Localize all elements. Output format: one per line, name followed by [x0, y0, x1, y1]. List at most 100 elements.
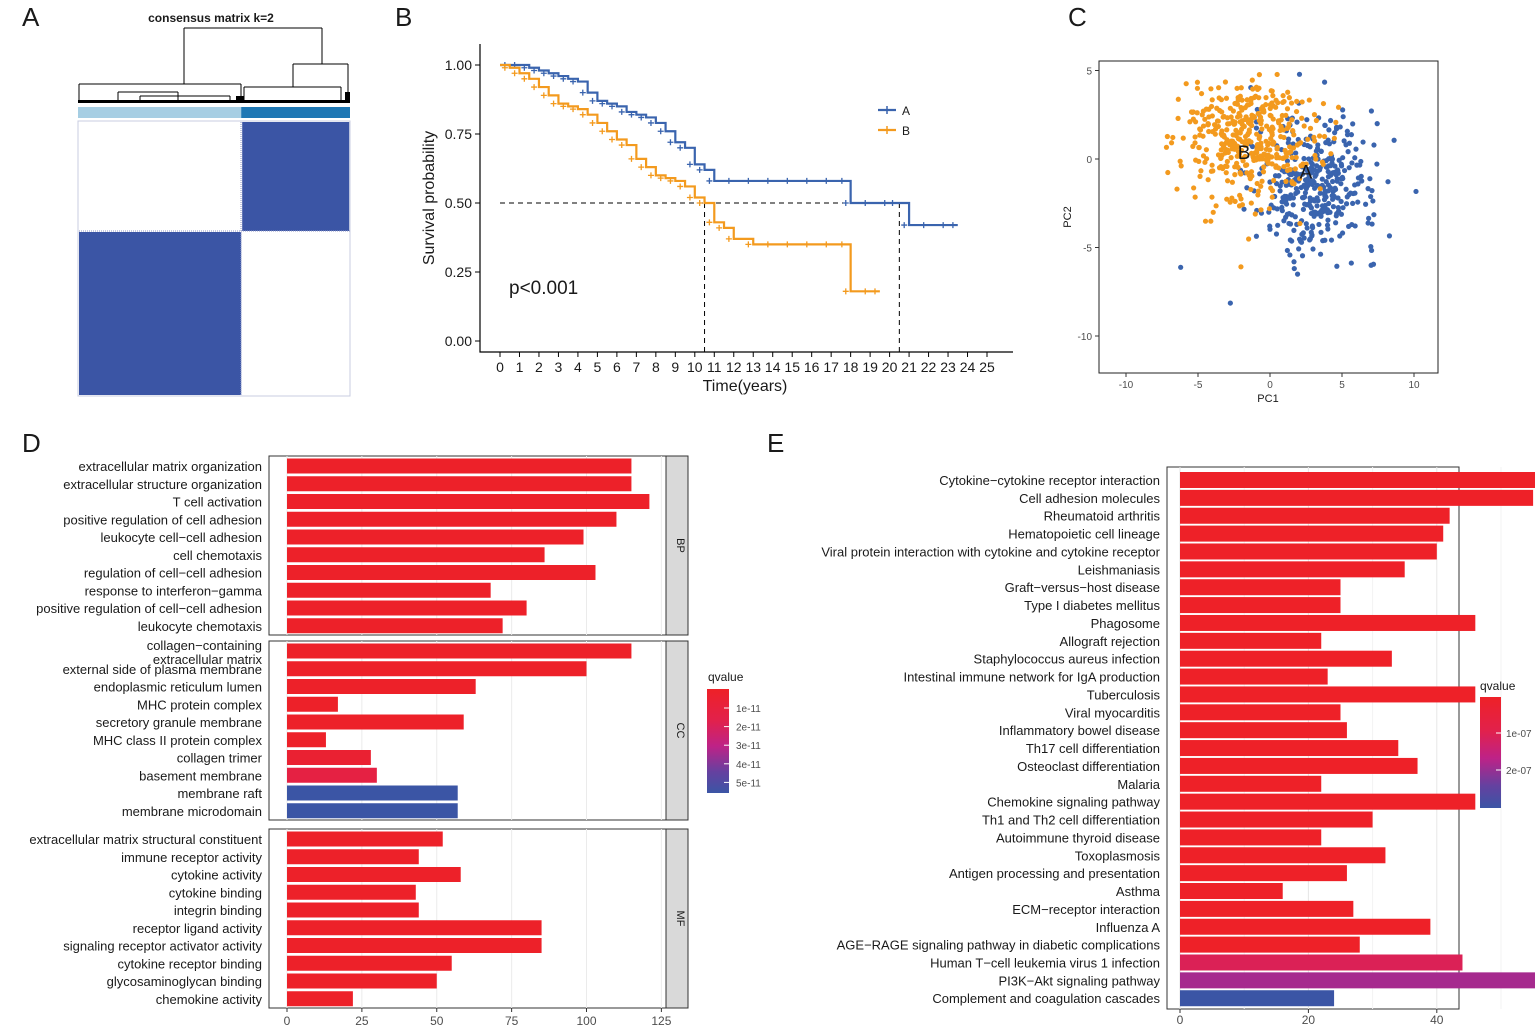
scatter-point-b — [1175, 115, 1181, 121]
go-bar — [287, 679, 476, 694]
dendrogram-leaf-cluster — [236, 96, 244, 102]
survival-curve-a — [500, 63, 958, 227]
scatter-point-b — [1163, 144, 1170, 150]
scatter-point-b — [1244, 97, 1250, 103]
scatter-point-a — [1254, 106, 1260, 113]
scatter-point-a — [1329, 178, 1336, 185]
scatter-point-b — [1229, 146, 1235, 152]
kegg-pathway-label: Staphylococcus aureus infection — [974, 652, 1160, 667]
censor-mark — [540, 92, 547, 99]
kegg-bar — [1180, 704, 1341, 721]
censor-mark — [725, 235, 732, 242]
panel-letter-b: B — [395, 2, 412, 32]
scatter-point-b — [1278, 123, 1284, 130]
scatter-point-a — [1329, 156, 1335, 162]
scatter-point-b — [1196, 144, 1202, 151]
scatter-point-a — [1333, 172, 1339, 178]
censor-mark — [725, 177, 732, 184]
censor-mark — [599, 128, 606, 135]
x-tick-label: 40 — [1430, 1013, 1444, 1026]
go-term-label: cytokine activity — [171, 868, 263, 883]
scatter-point-b — [1264, 123, 1270, 129]
scatter-point-b — [1270, 126, 1276, 132]
scatter-point-b — [1294, 98, 1300, 104]
x-tick-label: 0 — [1267, 380, 1273, 391]
kegg-bar — [1180, 990, 1335, 1007]
scatter-point-b — [1242, 142, 1248, 149]
scatter-point-a — [1279, 204, 1285, 211]
scatter-point-b — [1267, 147, 1273, 153]
scatter-point-b — [1265, 160, 1271, 166]
scatter-point-a — [1291, 259, 1297, 265]
scatter-point-b — [1266, 140, 1272, 147]
scatter-point-b — [1209, 194, 1215, 200]
x-tick-label: 0 — [496, 359, 504, 375]
scatter-point-a — [1292, 214, 1298, 220]
kegg-bar — [1180, 561, 1405, 578]
censor-mark — [550, 73, 557, 80]
y-tick-label: 5 — [1086, 67, 1092, 78]
x-tick-label: 12 — [726, 359, 742, 375]
censor-mark — [677, 144, 684, 151]
x-tick-label: 50 — [430, 1014, 444, 1026]
x-tick-label: 20 — [1302, 1013, 1316, 1026]
scatter-point-b — [1202, 116, 1208, 122]
censor-mark — [838, 241, 845, 248]
scatter-point-a — [1374, 121, 1380, 127]
scatter-point-b — [1290, 145, 1297, 151]
scatter-point-b — [1194, 79, 1201, 85]
x-tick-label: 24 — [960, 359, 976, 375]
censor-mark — [667, 177, 674, 184]
scatter-point-b — [1190, 143, 1196, 149]
scatter-point-b — [1255, 145, 1262, 152]
scatter-point-a — [1334, 263, 1340, 269]
cluster-bar-1 — [78, 107, 242, 118]
scatter-point-b — [1288, 100, 1295, 106]
scatter-point-a — [1276, 173, 1282, 179]
go-term-label: positive regulation of cell−cell adhesio… — [36, 601, 262, 616]
scatter-point-b — [1223, 170, 1229, 176]
scatter-point-b — [1274, 144, 1280, 151]
scatter-point-a — [1318, 229, 1324, 235]
censor-mark — [521, 75, 528, 82]
scatter-point-a — [1317, 251, 1324, 257]
scatter-point-a — [1315, 142, 1321, 148]
scatter-point-a — [1319, 176, 1325, 182]
scatter-point-a — [1321, 191, 1327, 197]
kegg-bar — [1180, 650, 1392, 667]
censor-mark — [638, 114, 645, 121]
scatter-point-a — [1369, 221, 1375, 227]
x-tick-label: 25 — [355, 1014, 369, 1026]
kegg-bar — [1180, 722, 1347, 739]
censor-mark — [657, 128, 664, 135]
scatter-point-a — [1289, 238, 1295, 244]
scatter-point-b — [1292, 166, 1298, 172]
scatter-point-b — [1199, 112, 1205, 118]
censor-mark — [531, 84, 538, 91]
x-tick-label: 10 — [687, 359, 703, 375]
facet-strip — [665, 828, 689, 1009]
y-tick-label: 0 — [1086, 155, 1092, 166]
go-term-label: collagen trimer — [177, 751, 263, 766]
scatter-point-b — [1286, 121, 1292, 127]
scatter-point-a — [1344, 128, 1350, 134]
censor-mark — [764, 241, 771, 248]
scatter-point-b — [1197, 132, 1203, 138]
scatter-point-b — [1228, 114, 1234, 120]
panel-letter-e: E — [767, 428, 784, 458]
scatter-point-a — [1324, 222, 1331, 228]
scatter-point-b — [1290, 128, 1296, 134]
scatter-point-b — [1193, 157, 1199, 163]
scatter-point-b — [1190, 116, 1196, 122]
heatmap-title: consensus matrix k=2 — [148, 11, 274, 25]
scatter-point-b — [1212, 126, 1219, 132]
go-term-label: integrin binding — [174, 903, 262, 918]
scatter-point-b — [1253, 157, 1259, 163]
scatter-point-a — [1287, 252, 1293, 258]
scatter-point-a — [1304, 117, 1310, 123]
scatter-point-b — [1194, 85, 1201, 91]
go-bar — [287, 920, 542, 936]
go-term-label: glycosaminoglycan binding — [107, 974, 262, 989]
panel-letter-a: A — [22, 2, 40, 32]
scatter-point-a — [1367, 176, 1373, 182]
